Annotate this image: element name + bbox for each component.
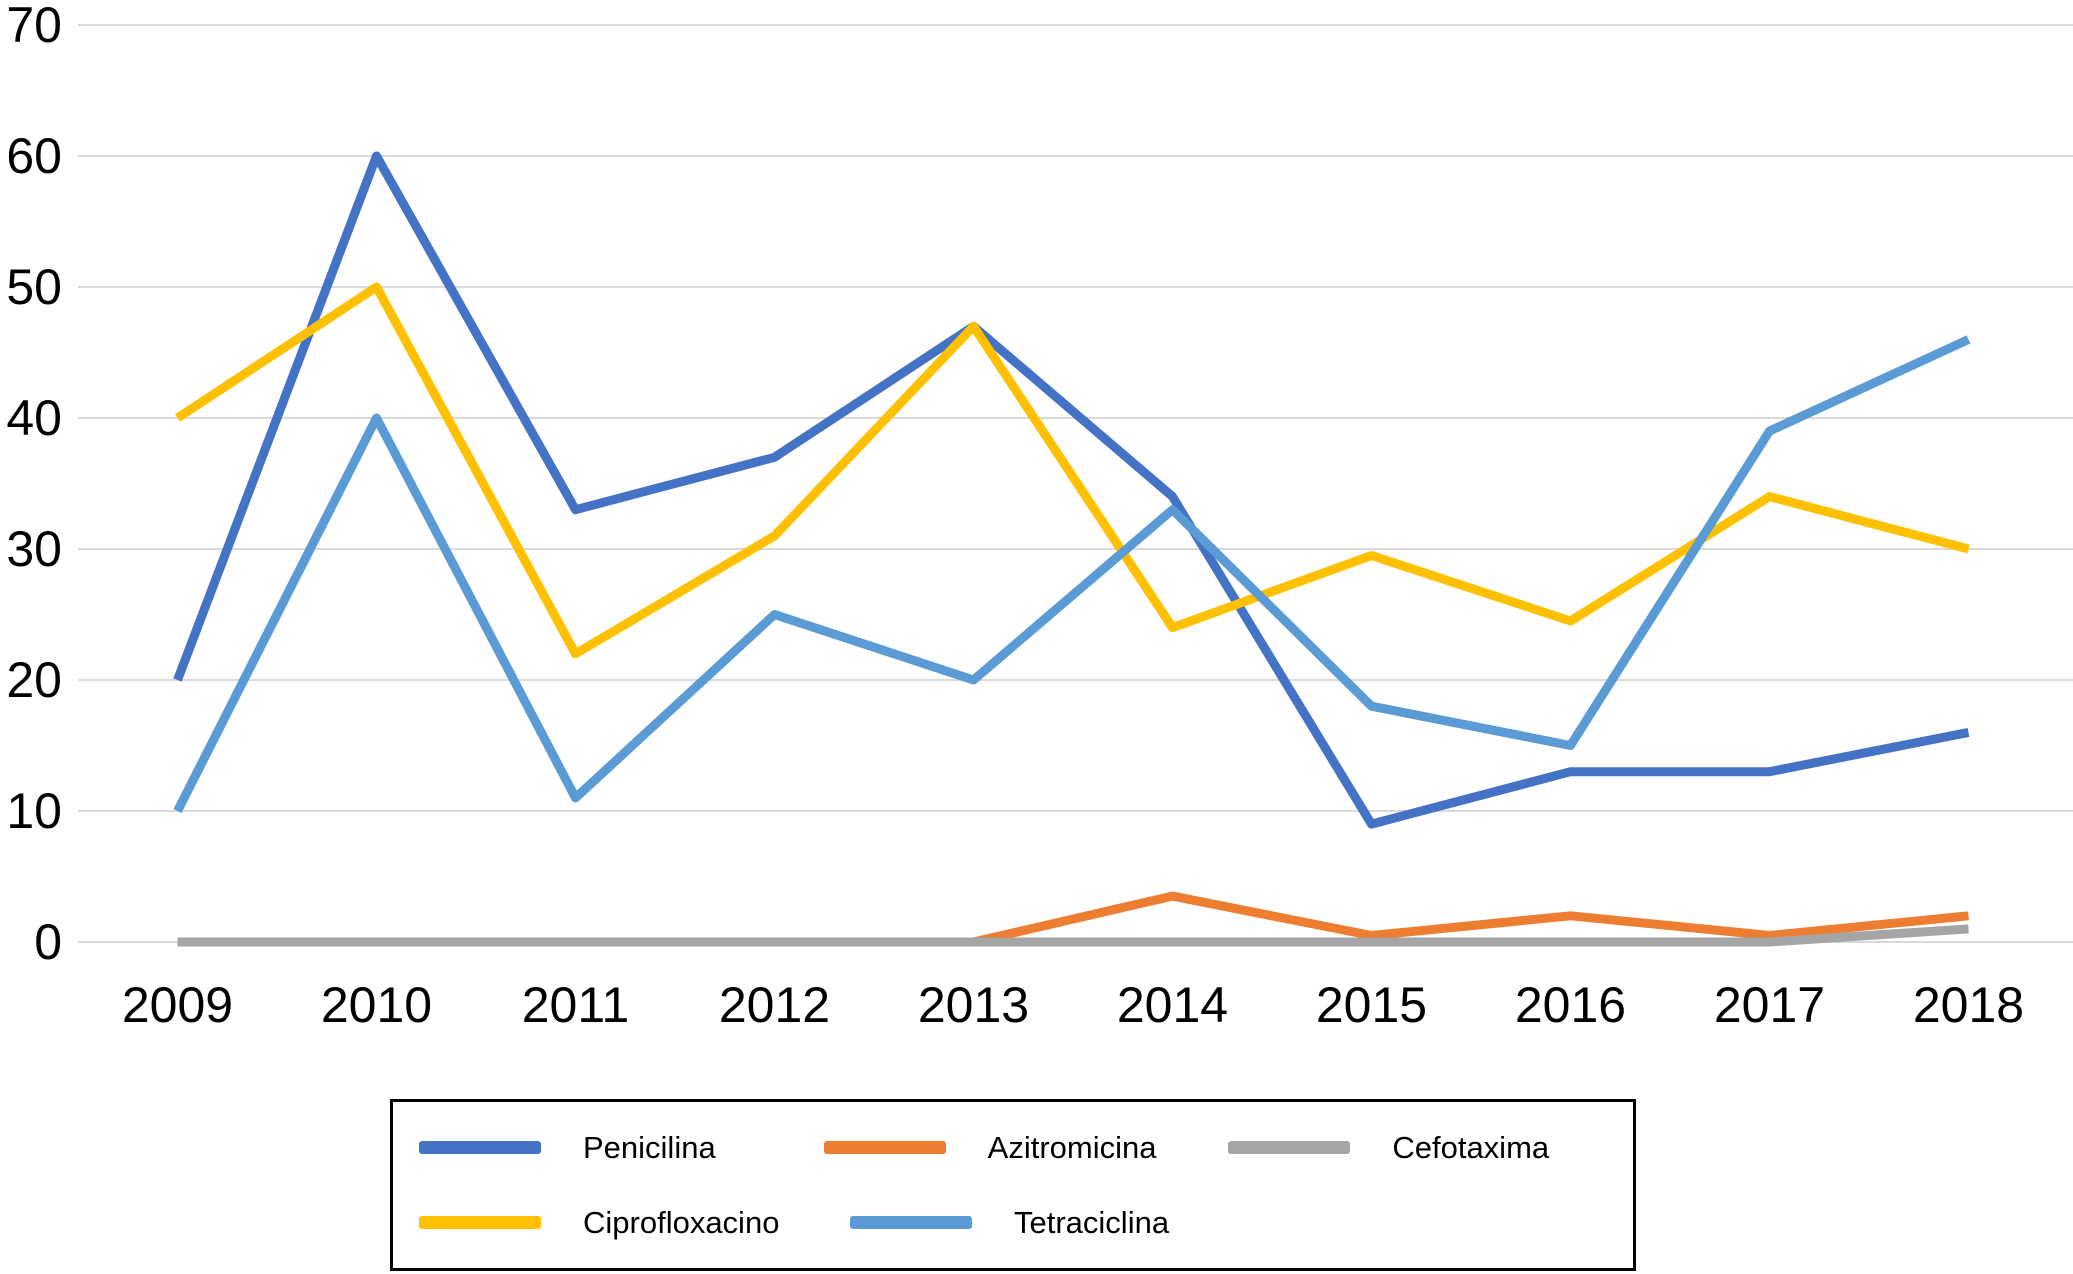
x-tick-label: 2011 — [522, 977, 630, 1033]
legend-swatch-ciprofloxacino — [419, 1216, 541, 1229]
legend-item-ciprofloxacino: Ciprofloxacino — [419, 1205, 850, 1241]
x-tick-label: 2014 — [1117, 977, 1228, 1033]
series-line-cefotaxima — [177, 924, 1969, 947]
series-line-azitromicina — [177, 891, 1969, 947]
x-tick-label: 2012 — [719, 977, 830, 1033]
x-tick-label: 2013 — [918, 977, 1029, 1033]
x-tick-label: 2016 — [1515, 977, 1626, 1033]
legend-item-tetraciclina: Tetraciclina — [850, 1205, 1281, 1241]
series-line-ciprofloxacino — [175, 282, 1970, 659]
series-line-tetraciclina — [173, 335, 1971, 814]
legend-item-azitromicina: Azitromicina — [823, 1129, 1229, 1166]
legend-label: Tetraciclina — [1014, 1204, 1170, 1240]
y-tick-label: 0 — [34, 914, 62, 970]
y-tick-label: 50 — [6, 259, 62, 315]
x-tick-label: 2018 — [1913, 977, 2024, 1033]
legend-row: Ciprofloxacino Tetraciclina — [419, 1205, 1633, 1241]
legend-label: Ciprofloxacino — [583, 1204, 780, 1240]
line-chart: 0 10 20 30 40 50 60 70 2009 2010 2011 2012 2013 2014 2… — [6, 0, 2073, 1033]
y-tick-label: 60 — [6, 128, 62, 184]
x-tick-label: 2009 — [122, 977, 233, 1033]
y-tick-label: 70 — [6, 0, 62, 53]
legend-swatch-tetraciclina — [850, 1216, 972, 1229]
series-line-penicilina — [173, 151, 1970, 829]
legend-swatch-penicilina — [419, 1141, 541, 1154]
legend-label: Azitromicina — [987, 1129, 1157, 1165]
y-tick-label: 10 — [6, 783, 62, 839]
legend-label: Penicilina — [583, 1129, 716, 1165]
chart-legend: Penicilina Azitromicina Cefotaxima Ciproflo… — [390, 1099, 1636, 1271]
legend-item-cefotaxima: Cefotaxima — [1228, 1130, 1633, 1166]
legend-item-penicilina: Penicilina — [419, 1130, 824, 1166]
x-tick-label: 2010 — [321, 977, 432, 1033]
legend-label: Cefotaxima — [1392, 1129, 1550, 1165]
legend-swatch-azitromicina — [823, 1141, 946, 1154]
legend-row: Penicilina Azitromicina Cefotaxima — [419, 1130, 1633, 1166]
x-tick-label: 2017 — [1714, 977, 1825, 1033]
y-tick-label: 40 — [6, 390, 62, 446]
y-tick-label: 20 — [6, 652, 62, 708]
y-tick-label: 30 — [6, 521, 62, 577]
x-tick-label: 2015 — [1316, 977, 1427, 1033]
legend-swatch-cefotaxima — [1228, 1141, 1351, 1154]
